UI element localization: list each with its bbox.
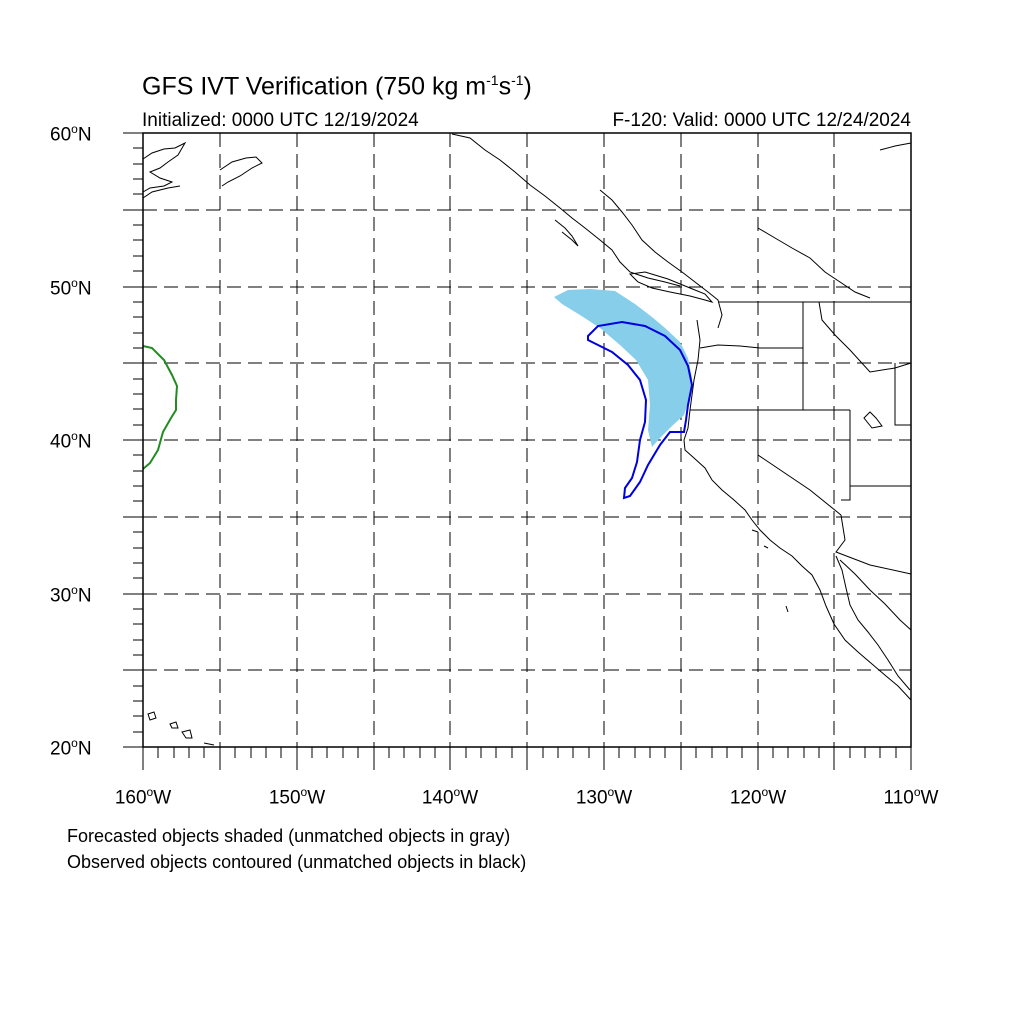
chart-title: GFS IVT Verification (750 kg m-1s-1) (142, 72, 532, 101)
title-end: ) (523, 72, 532, 101)
lon-label-110w: 110oW (883, 785, 939, 809)
alaska-islands (219, 156, 263, 187)
state-border-id-mt (818, 301, 912, 373)
grid-lines (143, 133, 911, 747)
bc-coast (599, 189, 723, 329)
lon-label-140w: 140oW (421, 785, 479, 809)
channel-islands (751, 529, 789, 613)
note-forecast: Forecasted objects shaded (unmatched obj… (67, 826, 511, 846)
observed-ivt-contour[interactable] (587, 320, 694, 500)
great-salt-lake (863, 411, 883, 429)
lat-label-20: 20oN (50, 736, 92, 760)
state-border-nv (757, 410, 842, 516)
bc-islands (554, 219, 579, 247)
title-main: GFS IVT Verification (750 kg m (142, 72, 487, 101)
gulf-california (839, 559, 912, 631)
alaska-coast (142, 141, 187, 193)
lat-label-30: 30oN (50, 583, 92, 607)
canada-coast-north (879, 142, 912, 151)
coastlines (142, 133, 912, 746)
forecast-ivt-object (554, 289, 692, 447)
title-exp2: -1 (511, 72, 524, 88)
lon-label-130w: 130oW (575, 785, 633, 809)
title-mid: s (498, 72, 512, 101)
lat-ticks (123, 132, 143, 748)
state-border-ut (841, 410, 851, 501)
lat-label-40: 40oN (50, 429, 92, 453)
lon-label-120w: 120oW (729, 785, 787, 809)
lat-label-50: 50oN (50, 276, 92, 300)
hawaii-islands (147, 711, 215, 746)
lon-label-160w: 160oW (114, 785, 172, 809)
alaska-peninsula (142, 185, 181, 199)
lon-ticks (142, 747, 912, 770)
baja-peninsula (835, 555, 911, 691)
state-border-wy (894, 363, 911, 426)
canada-interior-river (757, 227, 871, 299)
lon-label-150w: 150oW (268, 785, 326, 809)
title-exp1: -1 (486, 72, 499, 88)
state-border-or-wa (699, 344, 803, 349)
note-observed: Observed objects contoured (unmatched ob… (67, 852, 527, 872)
vancouver-island (628, 271, 714, 303)
lat-label-60: 60oN (50, 122, 92, 146)
valid-label: F-120: Valid: 0000 UTC 12/24/2024 (612, 110, 911, 131)
unmatched-observed-contour[interactable] (142, 345, 179, 470)
alaska-panhandle (451, 133, 681, 287)
initialized-label: Initialized: 0000 UTC 12/19/2024 (142, 110, 419, 131)
state-border-az (835, 514, 912, 575)
